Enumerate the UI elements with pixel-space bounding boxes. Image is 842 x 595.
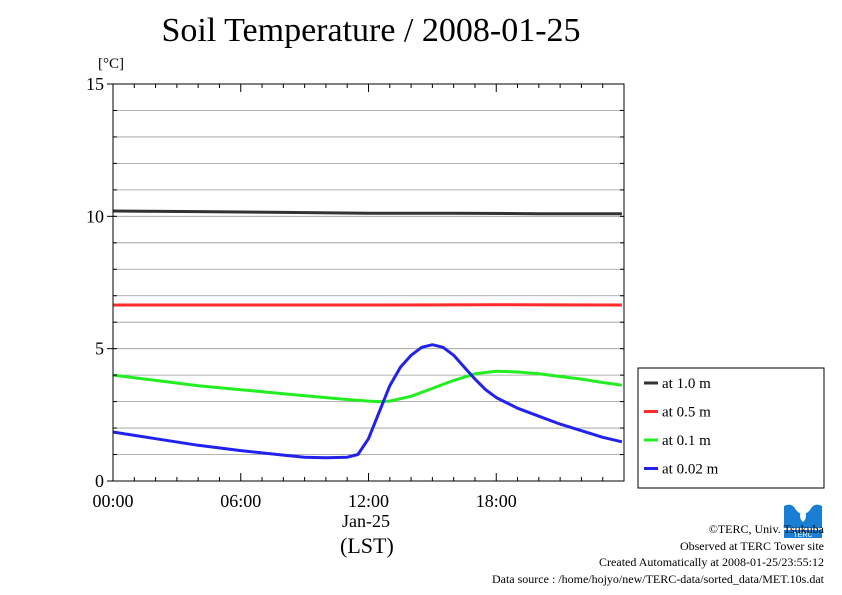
y-tick-label-0: 0 [95,471,104,491]
logo-text: TERC [793,532,812,539]
legend-label-3: at 0.02 m [662,462,719,478]
series-line-3 [112,343,623,460]
y-tick-label-15: 15 [86,74,104,94]
chart-title: Soil Temperature / 2008-01-25 [161,12,581,49]
x-tick-label-1800: 18:00 [476,491,517,511]
x-tick-label-0600: 06:00 [220,491,261,511]
legend: at 1.0 m at 0.5 m at 0.1 m at 0.02 m [637,367,825,489]
series-layer [112,209,623,460]
y-axis-unit: [°C] [98,56,124,72]
axis-ticks: 0 5 10 15 00:00 06:00 12:00 18:00 [86,74,625,511]
data-source-text: Data source : /home/hojyo/new/TERC-data/… [491,571,824,586]
grid-lines [113,83,624,482]
terc-logo-icon: TERC [782,502,824,540]
observed-text: Observed at TERC Tower site [679,538,824,553]
legend-box [637,367,825,489]
x-tick-label-1200: 12:00 [348,491,389,511]
x-axis-label: (LST) [340,533,394,558]
y-tick-label-10: 10 [86,206,104,226]
series-line-0 [112,209,622,216]
legend-label-1: at 0.5 m [662,405,711,421]
copyright-text: ©TERC, Univ. Tsukuba [708,522,824,536]
legend-label-0: at 1.0 m [662,376,711,392]
x-tick-label-0000: 00:00 [92,491,133,511]
y-tick-label-5: 5 [95,339,104,359]
series-line-2 [112,369,623,404]
legend-label-2: at 0.1 m [662,433,711,449]
x-axis-date-label: Jan-25 [342,511,390,531]
plot-frame [112,83,625,482]
created-text: Created Automatically at 2008-01-25/23:5… [599,555,824,569]
credits-block: ©TERC, Univ. Tsukuba Observed at TERC To… [492,521,824,587]
